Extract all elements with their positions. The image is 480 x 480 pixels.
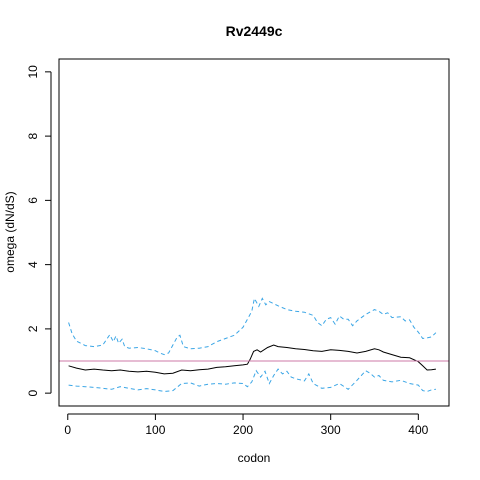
y-tick-label: 8 [26,132,40,139]
x-tick-label: 0 [64,423,71,437]
y-tick-label: 4 [26,261,40,268]
series-line-estimate [68,344,436,375]
chart-title: Rv2449c [226,23,283,39]
y-tick-label: 10 [26,65,40,79]
y-tick-label: 6 [26,197,40,204]
y-axis-label: omega (dN/dS) [3,191,17,272]
x-tick-label: 300 [321,423,341,437]
y-tick-label: 0 [26,389,40,396]
plot-area: 0 100 200 300 400 0 2 4 6 8 10 [26,65,449,437]
x-tick-label: 400 [408,423,428,437]
series-line-upper [68,296,437,356]
x-axis-label: codon [238,451,271,465]
x-tick-label: 100 [145,423,165,437]
y-tick-label: 2 [26,325,40,332]
plot-frame [58,58,450,407]
series-line-lower [68,368,436,393]
x-tick-label: 200 [233,423,253,437]
